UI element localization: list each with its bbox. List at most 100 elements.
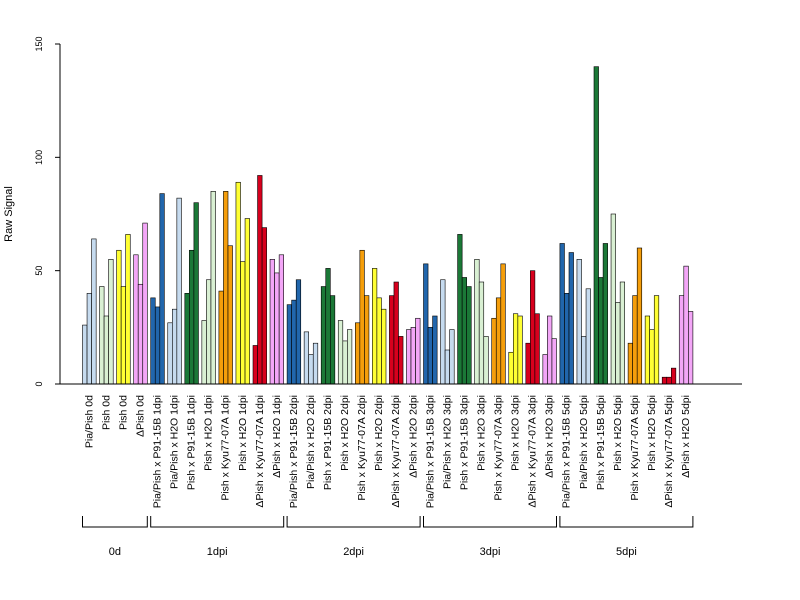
bar xyxy=(581,336,587,385)
bar xyxy=(172,308,178,385)
x-tick-label: Pish x H2O 1dpi xyxy=(203,395,215,471)
bar xyxy=(466,286,472,385)
bar xyxy=(184,293,190,385)
bar xyxy=(312,342,319,385)
bar xyxy=(372,268,378,385)
bar xyxy=(683,265,689,385)
bar xyxy=(534,313,540,385)
x-tick-label: Pia/Pish x P91-15B 1dpi xyxy=(152,395,164,508)
timepoint-brackets: 0d 1dpi 2dpi 3dpi 5dpi xyxy=(82,516,694,558)
bar xyxy=(444,349,450,385)
bar xyxy=(240,261,246,385)
bar xyxy=(252,345,258,385)
x-tick-label: Pia/Pish x H2O 5dpi xyxy=(578,395,590,489)
timepoint-label: 3dpi xyxy=(480,546,501,558)
x-tick-labels: Pia/Pish 0d Pish 0d Pish 0d ΔPish 0d Pia/Pis… xyxy=(83,395,692,508)
bar xyxy=(257,175,263,385)
bars xyxy=(82,66,694,385)
timepoint-bracket xyxy=(559,516,694,528)
bar xyxy=(427,327,433,385)
bar xyxy=(347,329,353,385)
bar xyxy=(325,268,331,385)
bar xyxy=(649,329,655,385)
bar xyxy=(644,315,651,385)
bar xyxy=(223,191,229,385)
x-tick-label: Pish x H2O 2dpi xyxy=(339,395,351,471)
bar xyxy=(559,243,565,385)
bar xyxy=(125,234,131,385)
x-tick-label: ΔPish x Kyu77-07A 5dpi xyxy=(663,395,675,508)
y-axis: 0 50 100 150 xyxy=(34,36,61,387)
bar xyxy=(653,295,660,385)
x-tick-label: ΔPish x H2O 5dpi xyxy=(680,395,692,478)
x-tick-label: ΔPish x Kyu77-07A 2dpi xyxy=(390,395,402,508)
bar xyxy=(206,279,212,385)
bar xyxy=(440,279,446,385)
bar xyxy=(602,243,608,385)
bar xyxy=(201,320,207,385)
bar xyxy=(295,279,302,385)
bar xyxy=(542,354,548,385)
x-tick-label: Pia/Pish x P91-15B 5dpi xyxy=(561,395,573,508)
bar xyxy=(137,283,144,385)
bar xyxy=(551,338,557,385)
bar xyxy=(235,181,241,385)
bar xyxy=(120,286,127,385)
bar xyxy=(278,254,284,385)
x-tick-label: Pia/Pish x P91-15B 3dpi xyxy=(424,395,436,508)
x-tick-label: Pia/Pish x H2O 2dpi xyxy=(305,395,317,489)
bar xyxy=(103,315,109,385)
x-tick-label: Pish x Kyu77-07A 3dpi xyxy=(493,395,505,501)
x-tick-label: Pish x Kyu77-07A 1dpi xyxy=(220,395,232,501)
bar xyxy=(142,222,148,385)
x-tick-label: Pish x H2O 1dpi xyxy=(237,395,249,471)
timepoint-label: 5dpi xyxy=(616,546,637,558)
bar xyxy=(261,227,267,385)
bar xyxy=(193,202,199,385)
bar xyxy=(364,295,370,385)
bar xyxy=(91,238,97,385)
bar xyxy=(359,249,365,385)
bar xyxy=(218,290,224,385)
bar xyxy=(666,376,672,385)
bar xyxy=(525,342,531,385)
bar xyxy=(576,259,582,385)
bar xyxy=(500,263,506,385)
bar xyxy=(176,197,182,385)
bar xyxy=(508,351,514,385)
bar xyxy=(564,293,570,385)
y-tick-label: 150 xyxy=(34,36,44,51)
timepoint-label: 1dpi xyxy=(207,546,228,558)
bar xyxy=(376,297,382,385)
x-tick-label: Pia/Pish 0d xyxy=(83,395,95,448)
x-tick-label: Pish 0d xyxy=(117,395,129,430)
bar xyxy=(398,336,404,385)
bar xyxy=(210,191,216,385)
bar xyxy=(189,249,195,385)
x-tick-label: ΔPish x H2O 3dpi xyxy=(544,395,556,478)
bar xyxy=(82,324,88,385)
x-tick-label: Pia/Pish x P91-15B 2dpi xyxy=(288,395,300,508)
x-tick-label: Pish x P91-15B 2dpi xyxy=(322,395,334,490)
bar xyxy=(329,295,336,385)
x-tick-label: Pish x Kyu77-07A 2dpi xyxy=(356,395,368,501)
bar xyxy=(495,297,502,385)
bar xyxy=(133,254,139,385)
bar xyxy=(457,234,463,385)
bar xyxy=(244,218,250,385)
timepoint-bracket xyxy=(423,516,557,528)
x-tick-label: Pia/Pish x H2O 1dpi xyxy=(169,395,181,489)
bar xyxy=(619,281,626,385)
bar xyxy=(108,259,114,385)
timepoint-bracket xyxy=(82,516,148,528)
bar xyxy=(342,340,348,385)
bar xyxy=(432,315,438,385)
bar xyxy=(99,286,105,385)
bar xyxy=(449,329,455,385)
bar xyxy=(393,281,399,385)
x-tick-label: Pish x H2O 3dpi xyxy=(475,395,487,471)
bar xyxy=(491,317,497,385)
x-tick-label: ΔPish x Kyu77-07A 3dpi xyxy=(527,395,539,508)
y-tick-label: 100 xyxy=(34,150,44,165)
